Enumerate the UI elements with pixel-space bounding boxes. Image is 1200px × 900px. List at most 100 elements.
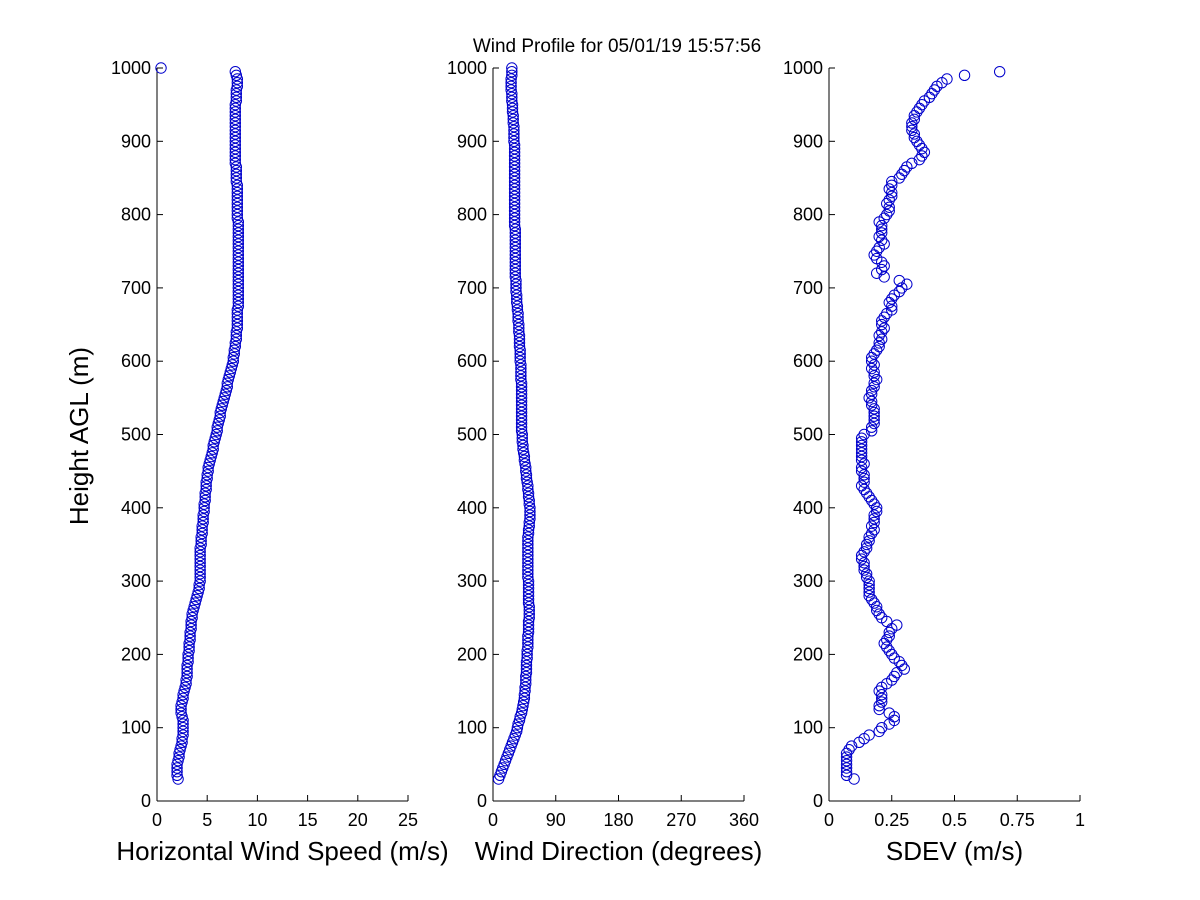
data-point bbox=[513, 322, 525, 334]
data-point bbox=[522, 568, 534, 580]
x-tick-label: 0 bbox=[824, 810, 834, 830]
y-tick-label: 700 bbox=[793, 278, 823, 298]
data-point bbox=[202, 461, 214, 474]
data-point bbox=[876, 234, 888, 246]
data-point bbox=[522, 557, 534, 569]
x-tick-label: 0 bbox=[152, 810, 162, 830]
data-point bbox=[229, 98, 242, 111]
data-point bbox=[184, 630, 196, 642]
data-point bbox=[886, 179, 898, 191]
data-point bbox=[183, 641, 195, 653]
y-tick-label: 200 bbox=[121, 644, 151, 664]
data-point bbox=[868, 417, 880, 430]
data-point bbox=[840, 765, 853, 778]
data-point bbox=[868, 516, 880, 529]
data-point bbox=[520, 472, 533, 485]
y-tick-label: 1000 bbox=[783, 58, 823, 78]
data-point bbox=[515, 373, 527, 386]
data-point bbox=[876, 219, 888, 232]
data-point bbox=[520, 465, 532, 477]
data-point bbox=[868, 249, 880, 261]
data-point bbox=[865, 362, 878, 375]
data-point bbox=[508, 175, 521, 188]
data-point bbox=[520, 461, 532, 474]
data-point bbox=[522, 553, 534, 565]
data-point bbox=[515, 359, 527, 371]
data-point bbox=[886, 648, 898, 661]
data-point bbox=[876, 223, 888, 235]
data-point bbox=[863, 582, 875, 595]
data-point bbox=[870, 601, 883, 613]
data-point bbox=[870, 245, 883, 257]
data-point bbox=[898, 663, 910, 675]
data-point bbox=[185, 619, 197, 631]
data-point bbox=[229, 117, 242, 129]
data-point bbox=[865, 527, 878, 540]
y-tick-label: 300 bbox=[793, 571, 823, 591]
data-point bbox=[868, 414, 880, 426]
data-point bbox=[868, 597, 880, 609]
data-point bbox=[505, 84, 517, 96]
data-point bbox=[231, 315, 244, 327]
data-point bbox=[232, 256, 245, 268]
data-point bbox=[185, 615, 197, 628]
data-point bbox=[518, 689, 531, 701]
data-point bbox=[522, 483, 534, 496]
data-point bbox=[507, 113, 519, 126]
data-point bbox=[508, 194, 521, 206]
data-point bbox=[171, 765, 183, 778]
data-point bbox=[863, 535, 875, 547]
data-point bbox=[229, 124, 242, 137]
data-point bbox=[840, 747, 853, 760]
data-point bbox=[511, 289, 523, 301]
data-point bbox=[843, 743, 855, 756]
data-point bbox=[171, 758, 183, 771]
data-point bbox=[870, 505, 883, 518]
data-point bbox=[521, 645, 533, 657]
data-point bbox=[229, 135, 242, 148]
data-point bbox=[231, 194, 244, 206]
data-point bbox=[230, 91, 243, 104]
data-point bbox=[508, 164, 521, 177]
data-point bbox=[515, 377, 528, 389]
data-point bbox=[876, 326, 888, 338]
data-point bbox=[231, 197, 244, 210]
data-point bbox=[508, 157, 521, 169]
data-point bbox=[229, 102, 242, 115]
data-point bbox=[858, 560, 870, 573]
data-point bbox=[231, 201, 244, 213]
data-point bbox=[230, 329, 243, 342]
data-point bbox=[865, 395, 878, 408]
data-point bbox=[523, 612, 535, 624]
data-point bbox=[232, 296, 245, 309]
data-point bbox=[913, 153, 926, 166]
data-point bbox=[522, 538, 534, 551]
data-point bbox=[505, 76, 517, 89]
data-point bbox=[865, 384, 878, 397]
data-point bbox=[883, 183, 895, 195]
data-point bbox=[232, 223, 245, 235]
y-tick-label: 100 bbox=[793, 718, 823, 738]
x-tick-label: 360 bbox=[729, 810, 759, 830]
data-point bbox=[231, 186, 244, 199]
shared-y-axis-label: Height AGL (m) bbox=[64, 347, 94, 525]
data-point bbox=[211, 421, 223, 433]
x-tick-label: 90 bbox=[546, 810, 566, 830]
data-point bbox=[229, 113, 242, 126]
data-point bbox=[868, 498, 880, 510]
data-point bbox=[181, 663, 193, 675]
data-point bbox=[521, 476, 533, 488]
data-point bbox=[515, 399, 528, 411]
data-point bbox=[230, 84, 243, 96]
x-tick-label: 5 bbox=[202, 810, 212, 830]
data-point bbox=[171, 762, 183, 774]
data-point bbox=[868, 370, 880, 382]
data-point bbox=[511, 722, 524, 734]
data-point bbox=[870, 267, 883, 279]
data-point bbox=[175, 700, 187, 712]
data-point bbox=[522, 590, 535, 602]
data-point bbox=[231, 76, 244, 89]
data-point bbox=[232, 219, 245, 232]
data-point bbox=[513, 333, 526, 345]
data-point bbox=[194, 564, 206, 576]
